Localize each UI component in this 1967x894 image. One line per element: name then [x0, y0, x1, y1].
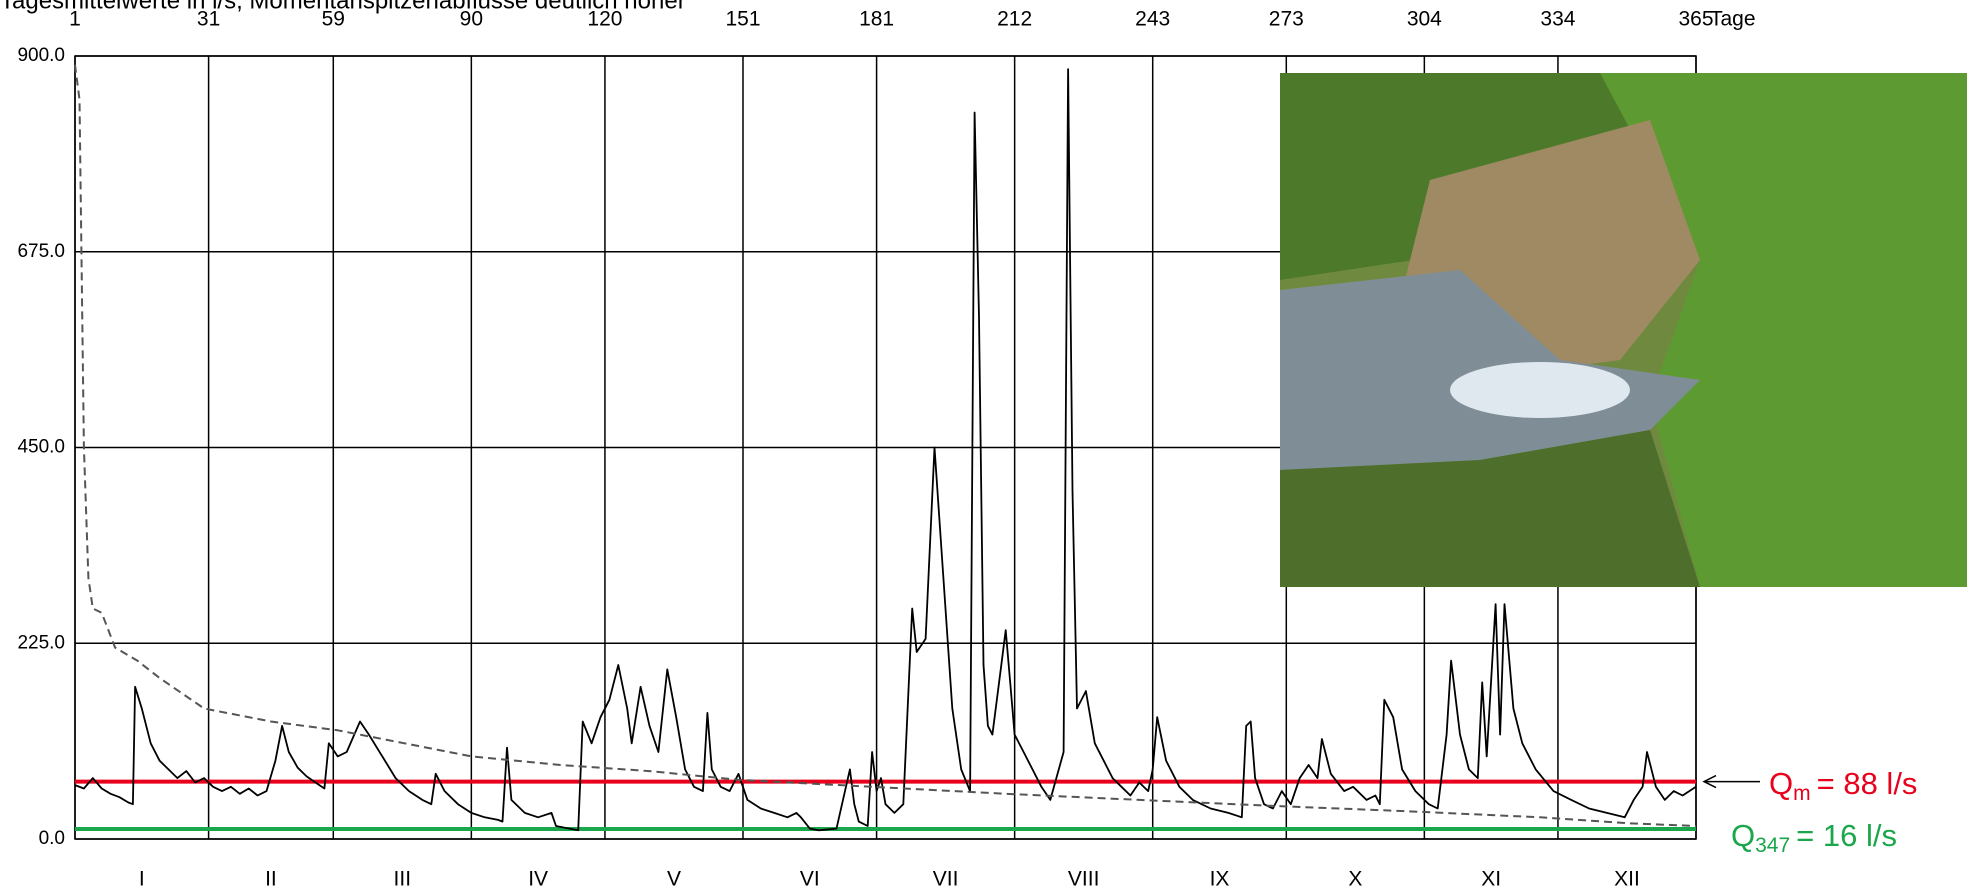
x-tick-label: 1 — [69, 8, 81, 31]
month-label: XII — [1614, 868, 1640, 891]
month-label: V — [667, 868, 681, 891]
y-tick-label: 0.0 — [39, 828, 65, 849]
month-label: XI — [1481, 868, 1501, 891]
x-tick-label: 212 — [997, 8, 1032, 31]
label-subscript: 347 — [1755, 834, 1790, 857]
chart: Tagesmittelwerte in l/s, Momentanspitzen… — [0, 0, 1967, 894]
y-tick-label: 450.0 — [17, 437, 65, 458]
y-tick-label: 675.0 — [17, 241, 65, 262]
x-tick-label: 365 — [1678, 8, 1713, 31]
label-symbol: Q — [1731, 818, 1755, 853]
month-label: II — [265, 868, 277, 891]
page: {"chart_data": { "type": "line", "title"… — [0, 0, 1967, 894]
x-tick-label: 181 — [859, 8, 894, 31]
month-label: X — [1348, 868, 1362, 891]
x-tick-label: 243 — [1135, 8, 1170, 31]
label-text: = 16 l/s — [1796, 818, 1897, 853]
photo-foam — [1450, 362, 1630, 418]
label-subscript: m — [1793, 782, 1811, 805]
x-tick-label: 304 — [1407, 8, 1442, 31]
photo — [1280, 73, 1967, 587]
y-tick-label: 900.0 — [17, 45, 65, 66]
label-symbol: Q — [1769, 766, 1793, 801]
y-tick-label: 225.0 — [17, 632, 65, 653]
month-label: VII — [933, 868, 959, 891]
reference-label: Qm = 88 l/s — [1769, 766, 1917, 804]
x-tick-label: 273 — [1269, 8, 1304, 31]
x-tick-label: 334 — [1540, 8, 1575, 31]
month-label: IV — [528, 868, 548, 891]
x-tick-label: 90 — [460, 8, 483, 31]
x-tick-label: 120 — [587, 8, 622, 31]
label-text: = 88 l/s — [1817, 766, 1918, 801]
x-tick-label: 151 — [725, 8, 760, 31]
x-tick-label: 31 — [197, 8, 220, 31]
x-tick-label: 59 — [322, 8, 345, 31]
month-label: IX — [1210, 868, 1230, 891]
month-label: VI — [800, 868, 820, 891]
month-label: VIII — [1068, 868, 1100, 891]
x-unit-label: Tage — [1710, 8, 1756, 31]
reference-label: Q347 = 16 l/s — [1731, 818, 1897, 856]
month-label: III — [394, 868, 412, 891]
month-label: I — [139, 868, 145, 891]
